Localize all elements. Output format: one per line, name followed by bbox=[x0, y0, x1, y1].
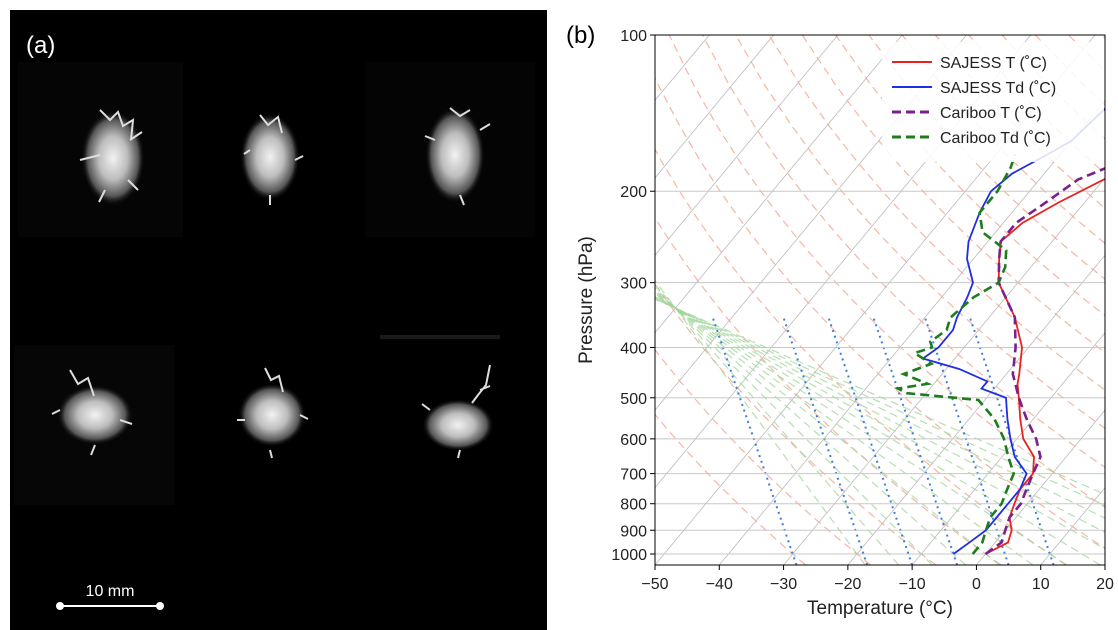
moist-adiabat-line bbox=[655, 295, 1101, 565]
y-axis-ticks: 100 200 300 400 500 600 700 800 900 1000 bbox=[611, 28, 655, 564]
isotherm-line bbox=[655, 35, 774, 179]
crystal-4 bbox=[51, 369, 133, 456]
background-reference-lines bbox=[76, 35, 1105, 565]
series-line-2 bbox=[920, 107, 1105, 555]
mixing-ratio-line bbox=[923, 317, 1010, 565]
dry-adiabat-line bbox=[655, 216, 1002, 565]
dry-adiabat-line bbox=[701, 35, 1105, 469]
mixing-ratio-line bbox=[968, 317, 1055, 565]
isotherm-line bbox=[655, 35, 903, 334]
mixing-ratio-line bbox=[782, 317, 869, 565]
isotherm-line bbox=[1104, 564, 1105, 565]
series-line-4 bbox=[893, 154, 1017, 555]
panel-a-label: (a) bbox=[26, 32, 56, 59]
crystal-image-panel: (a) 10 mm bbox=[10, 10, 547, 630]
isotherm-line bbox=[783, 177, 1105, 565]
moist-adiabat-line bbox=[655, 295, 1105, 550]
legend-entry-label: SAJESS T (˚C) bbox=[940, 55, 1047, 72]
y-tick-label: 500 bbox=[620, 391, 647, 408]
legend-entry-label: Cariboo T (˚C) bbox=[940, 105, 1042, 122]
crystal-images bbox=[14, 62, 535, 505]
x-axis-ticks: −50 −40 −30 −20 −10 0 10 20 bbox=[641, 565, 1114, 593]
profile-series bbox=[893, 107, 1105, 556]
pressure-gridlines bbox=[655, 35, 1105, 555]
dry-adiabat-line bbox=[668, 35, 1105, 508]
x-tick-label: −10 bbox=[899, 576, 926, 593]
crystal-2 bbox=[240, 113, 304, 205]
dry-adiabat-line bbox=[835, 35, 1105, 317]
x-tick-label: −50 bbox=[641, 576, 668, 593]
dry-adiabat-line bbox=[655, 283, 937, 565]
series-line-3 bbox=[984, 166, 1105, 556]
x-tick-label: −40 bbox=[706, 576, 733, 593]
moist-adiabat-line bbox=[655, 293, 1067, 565]
y-tick-label: 700 bbox=[620, 467, 647, 484]
x-tick-label: −30 bbox=[770, 576, 797, 593]
y-tick-label: 900 bbox=[620, 523, 647, 540]
mixing-ratio-line bbox=[827, 317, 914, 565]
x-tick-label: −20 bbox=[834, 576, 861, 593]
isotherm-line bbox=[655, 35, 839, 256]
y-tick-label: 300 bbox=[620, 276, 647, 293]
moist-adiabat-line bbox=[655, 286, 933, 565]
isotherm-line bbox=[141, 35, 581, 565]
crystal-1 bbox=[79, 109, 145, 206]
legend-entry-label: Cariboo Td (˚C) bbox=[940, 130, 1051, 147]
x-axis-label: Temperature (°C) bbox=[807, 598, 953, 619]
moist-adiabat-line bbox=[655, 283, 900, 565]
dry-adiabat-line bbox=[655, 76, 1105, 549]
crystal-3 bbox=[424, 107, 491, 206]
y-tick-label: 100 bbox=[620, 28, 647, 45]
scale-bar-label: 10 mm bbox=[85, 583, 135, 600]
crystal-5 bbox=[237, 367, 309, 459]
moist-adiabat-line bbox=[655, 298, 1105, 495]
isotherm-line bbox=[976, 409, 1105, 565]
dry-adiabat-line bbox=[655, 413, 806, 565]
series-line-1 bbox=[985, 177, 1105, 555]
mixing-ratio-line bbox=[872, 317, 959, 565]
moist-adiabat-line bbox=[655, 298, 1105, 507]
y-tick-label: 800 bbox=[620, 497, 647, 514]
isotherm-line bbox=[847, 254, 1105, 565]
isotherm-line bbox=[76, 35, 516, 565]
y-tick-label: 200 bbox=[620, 184, 647, 201]
legend: SAJESS T (˚C) SAJESS Td (˚C) Cariboo T (˚C… bbox=[882, 42, 1104, 162]
panel-b-label: (b) bbox=[566, 22, 596, 49]
dry-adiabat-line bbox=[655, 147, 1067, 565]
scale-bar: 10 mm bbox=[56, 583, 164, 615]
x-tick-label: 0 bbox=[972, 576, 981, 593]
x-tick-label: 20 bbox=[1096, 576, 1114, 593]
dry-adiabat-line bbox=[655, 348, 872, 565]
y-axis-label: Pressure (hPa) bbox=[576, 236, 597, 364]
y-tick-label: 400 bbox=[620, 340, 647, 357]
moist-adiabat-line bbox=[655, 289, 967, 565]
legend-entry-label: SAJESS Td (˚C) bbox=[940, 80, 1056, 97]
y-tick-label: 600 bbox=[620, 432, 647, 449]
y-tick-label: 1000 bbox=[611, 547, 647, 564]
isotherm-line bbox=[911, 332, 1105, 565]
x-tick-label: 10 bbox=[1032, 576, 1050, 593]
moist-adiabat-line bbox=[655, 291, 1000, 565]
mixing-ratio-line bbox=[711, 317, 798, 565]
dry-adiabat-line bbox=[801, 35, 1105, 354]
crystal-6 bbox=[421, 364, 494, 459]
dry-adiabat-line bbox=[735, 35, 1105, 429]
moist-adiabat-line bbox=[655, 279, 866, 565]
dry-adiabat-line bbox=[1101, 35, 1105, 39]
isotherm-line bbox=[655, 35, 710, 102]
